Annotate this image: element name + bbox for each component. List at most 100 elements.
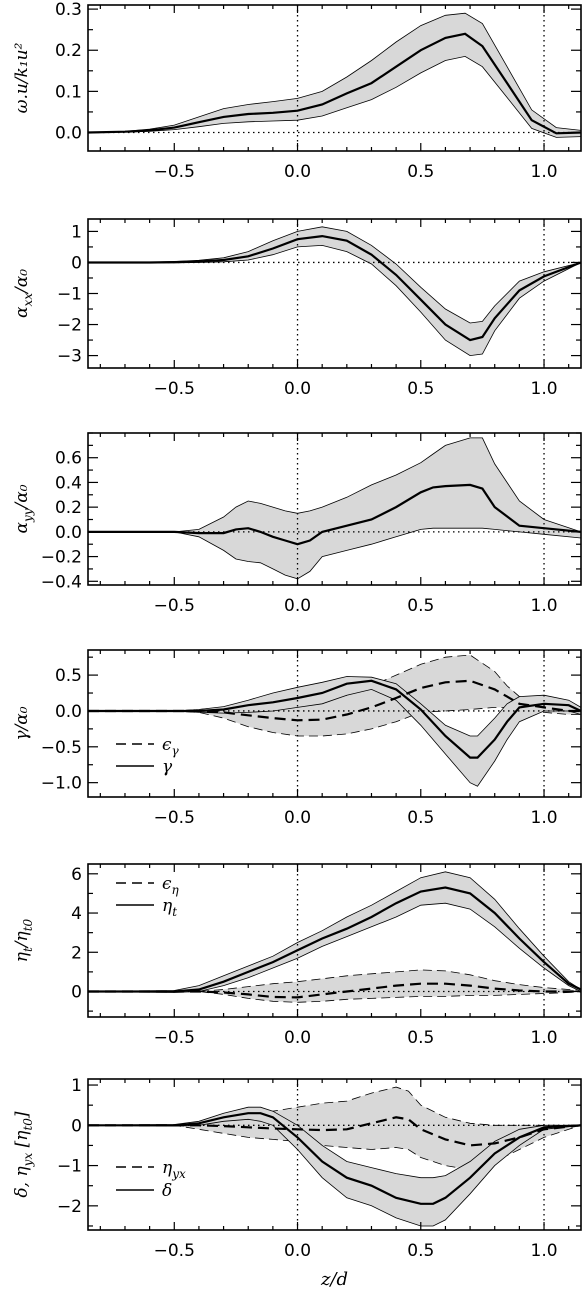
y-tick-label: 4 bbox=[71, 904, 82, 924]
legend-label: δ bbox=[162, 1181, 172, 1201]
y-tick-label: −0.5 bbox=[41, 738, 82, 758]
band-edge-band-upper bbox=[87, 871, 582, 992]
y-axis-label: ω.u/k₁u² bbox=[12, 42, 32, 113]
x-tick-label: −0.5 bbox=[154, 162, 195, 182]
x-tick-label: 0.5 bbox=[407, 808, 434, 828]
band-edge-band-upper bbox=[88, 437, 582, 533]
legend-label: ηyx bbox=[162, 1158, 186, 1181]
legend-label: γ bbox=[162, 757, 173, 777]
x-tick-label: 1.0 bbox=[531, 596, 558, 616]
plot-frame bbox=[87, 649, 582, 798]
x-tick-label: −0.5 bbox=[154, 1028, 195, 1048]
x-tick-label: −0.5 bbox=[154, 1241, 195, 1261]
panel-3: −0.5 0.0 0.5 1.0 0.6 0.4 0.2 0.0 −0.2 −0.4 αyy/α₀ bbox=[12, 432, 582, 616]
panel-2: −0.5 0.0 0.5 1.0 1 0 −1 −2 −3 αxx/α₀ bbox=[12, 218, 582, 399]
band-edge-band-lower bbox=[88, 991, 582, 1003]
series-line-1 bbox=[88, 679, 581, 722]
y-tick-label: 6 bbox=[71, 865, 82, 885]
band-edge-band-upper bbox=[88, 1086, 581, 1126]
y-tick-label: −1 bbox=[57, 285, 82, 305]
x-tick-label: 0.5 bbox=[407, 1028, 434, 1048]
y-tick-label: 0.0 bbox=[55, 523, 82, 543]
y-tick-label: −1 bbox=[57, 1157, 82, 1177]
y-tick-label: 2 bbox=[71, 943, 82, 963]
x-tick-label: 1.0 bbox=[531, 808, 558, 828]
x-tick-label: −0.5 bbox=[154, 379, 195, 399]
x-tick-label: 1.0 bbox=[531, 379, 558, 399]
plot-frame bbox=[87, 432, 582, 586]
x-tick-label: 1.0 bbox=[531, 162, 558, 182]
y-tick-label: 0.1 bbox=[55, 82, 82, 102]
legend-label: ϵγ bbox=[162, 735, 180, 758]
plot-frame bbox=[87, 863, 582, 1018]
x-tick-label: −0.5 bbox=[154, 596, 195, 616]
x-tick-label: 0.0 bbox=[284, 162, 311, 182]
series-line-2 bbox=[88, 886, 582, 993]
confidence-band-2 bbox=[88, 871, 581, 993]
confidence-band-1 bbox=[88, 969, 581, 1003]
band-edge-band-upper bbox=[87, 226, 582, 324]
y-axis-label: δ, ηyx [ηt0] bbox=[12, 1111, 35, 1197]
y-tick-label: 0.4 bbox=[55, 473, 82, 493]
series-line-1 bbox=[88, 982, 581, 999]
legend-label: ϵη bbox=[162, 874, 180, 897]
y-tick-label: 1 bbox=[71, 222, 82, 242]
band-edge-band-lower bbox=[88, 527, 582, 580]
x-axis-label: z/d bbox=[320, 1269, 348, 1290]
x-tick-label: 0.0 bbox=[284, 1028, 311, 1048]
x-tick-label: 1.0 bbox=[531, 1241, 558, 1261]
y-tick-label: 1 bbox=[71, 1076, 82, 1096]
y-tick-label: 0.2 bbox=[55, 498, 82, 518]
y-tick-label: −2 bbox=[57, 1197, 82, 1217]
x-tick-label: −0.5 bbox=[154, 808, 195, 828]
plot-frame bbox=[87, 4, 582, 152]
series-line-1 bbox=[88, 1116, 582, 1147]
y-axis-label: αyy/α₀ bbox=[12, 484, 35, 533]
band-edge-band-upper bbox=[88, 969, 582, 992]
confidence-band-1 bbox=[88, 1087, 581, 1170]
x-tick-label: 0.0 bbox=[284, 596, 311, 616]
band-edge-band-lower bbox=[87, 55, 582, 138]
y-tick-label: 0.0 bbox=[55, 702, 82, 722]
x-tick-label: 0.5 bbox=[407, 1241, 434, 1261]
band-edge-band-upper bbox=[87, 12, 582, 133]
x-tick-label: 0.5 bbox=[407, 379, 434, 399]
panel-4: −0.5 0.0 0.5 1.0 0.5 0.0 −0.5 −1.0 γ/α₀ ϵγγ bbox=[12, 649, 582, 828]
series-line-1 bbox=[88, 483, 582, 546]
y-tick-label: −2 bbox=[57, 316, 82, 336]
x-tick-label: 0.5 bbox=[407, 596, 434, 616]
y-tick-label: −3 bbox=[57, 347, 82, 367]
band-edge-band-lower bbox=[87, 1118, 582, 1227]
x-tick-label: 0.0 bbox=[284, 1241, 311, 1261]
y-tick-label: 0.2 bbox=[55, 41, 82, 61]
y-tick-label: −0.2 bbox=[41, 548, 82, 568]
y-tick-label: −0.4 bbox=[41, 572, 82, 592]
y-tick-label: 0.3 bbox=[55, 0, 82, 20]
plot-frame bbox=[87, 1078, 582, 1231]
band-edge-band-lower bbox=[87, 902, 582, 993]
y-tick-label: 0.0 bbox=[55, 123, 82, 143]
x-tick-label: 1.0 bbox=[531, 1028, 558, 1048]
confidence-band-1 bbox=[88, 226, 581, 356]
y-tick-label: 0 bbox=[71, 983, 82, 1003]
y-tick-label: −1.0 bbox=[41, 774, 82, 794]
confidence-band-1 bbox=[88, 655, 581, 736]
y-axis-label: αxx/α₀ bbox=[12, 269, 35, 318]
series-line-2 bbox=[88, 679, 582, 759]
y-axis-label: γ/α₀ bbox=[12, 706, 32, 740]
legend-label: ηt bbox=[162, 896, 177, 919]
confidence-band-1 bbox=[88, 437, 581, 579]
confidence-band-1 bbox=[88, 13, 581, 138]
y-tick-label: 0 bbox=[71, 1116, 82, 1136]
y-tick-label: 0.5 bbox=[55, 666, 82, 686]
confidence-band-2 bbox=[88, 676, 581, 787]
series-line-2 bbox=[88, 1112, 582, 1205]
y-tick-label: 0.6 bbox=[55, 449, 82, 469]
series-line-1 bbox=[87, 32, 582, 135]
x-tick-label: 0.0 bbox=[284, 379, 311, 399]
y-axis-label: ηt/ηt0 bbox=[12, 918, 35, 962]
x-tick-label: 0.0 bbox=[284, 808, 311, 828]
